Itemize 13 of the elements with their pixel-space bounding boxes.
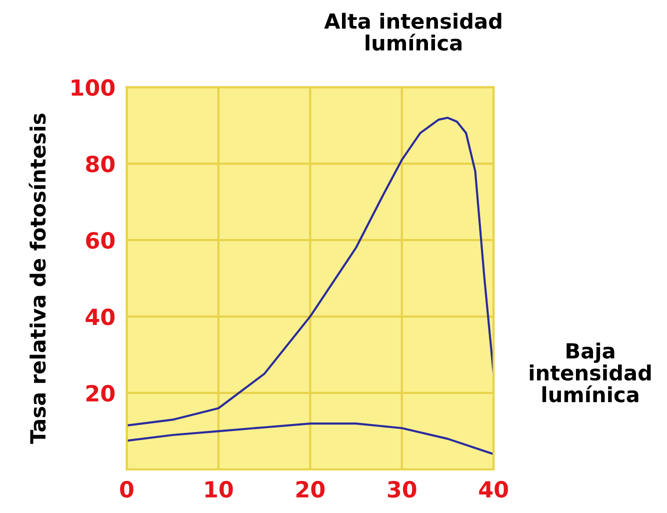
x-tick-label: 10 bbox=[205, 480, 233, 498]
y-tick-label: 20 bbox=[86, 384, 115, 402]
x-tick-label: 0 bbox=[120, 480, 134, 498]
y-tick-label: 80 bbox=[86, 156, 115, 172]
x-tick-label: 40 bbox=[479, 480, 508, 498]
x-tick-label: 20 bbox=[296, 480, 325, 498]
y-tick-label: 100 bbox=[72, 79, 115, 96]
y-tick-label: 60 bbox=[86, 232, 115, 249]
text: Alta intensidad lumínica bbox=[324, 12, 502, 51]
x-tick-label: 30 bbox=[388, 480, 416, 498]
y-tick-label: 40 bbox=[86, 308, 115, 326]
y-axis-title: Tasa relativa de fotosíntesis bbox=[28, 114, 46, 444]
text: Baja intensidad lumínica bbox=[530, 342, 651, 402]
